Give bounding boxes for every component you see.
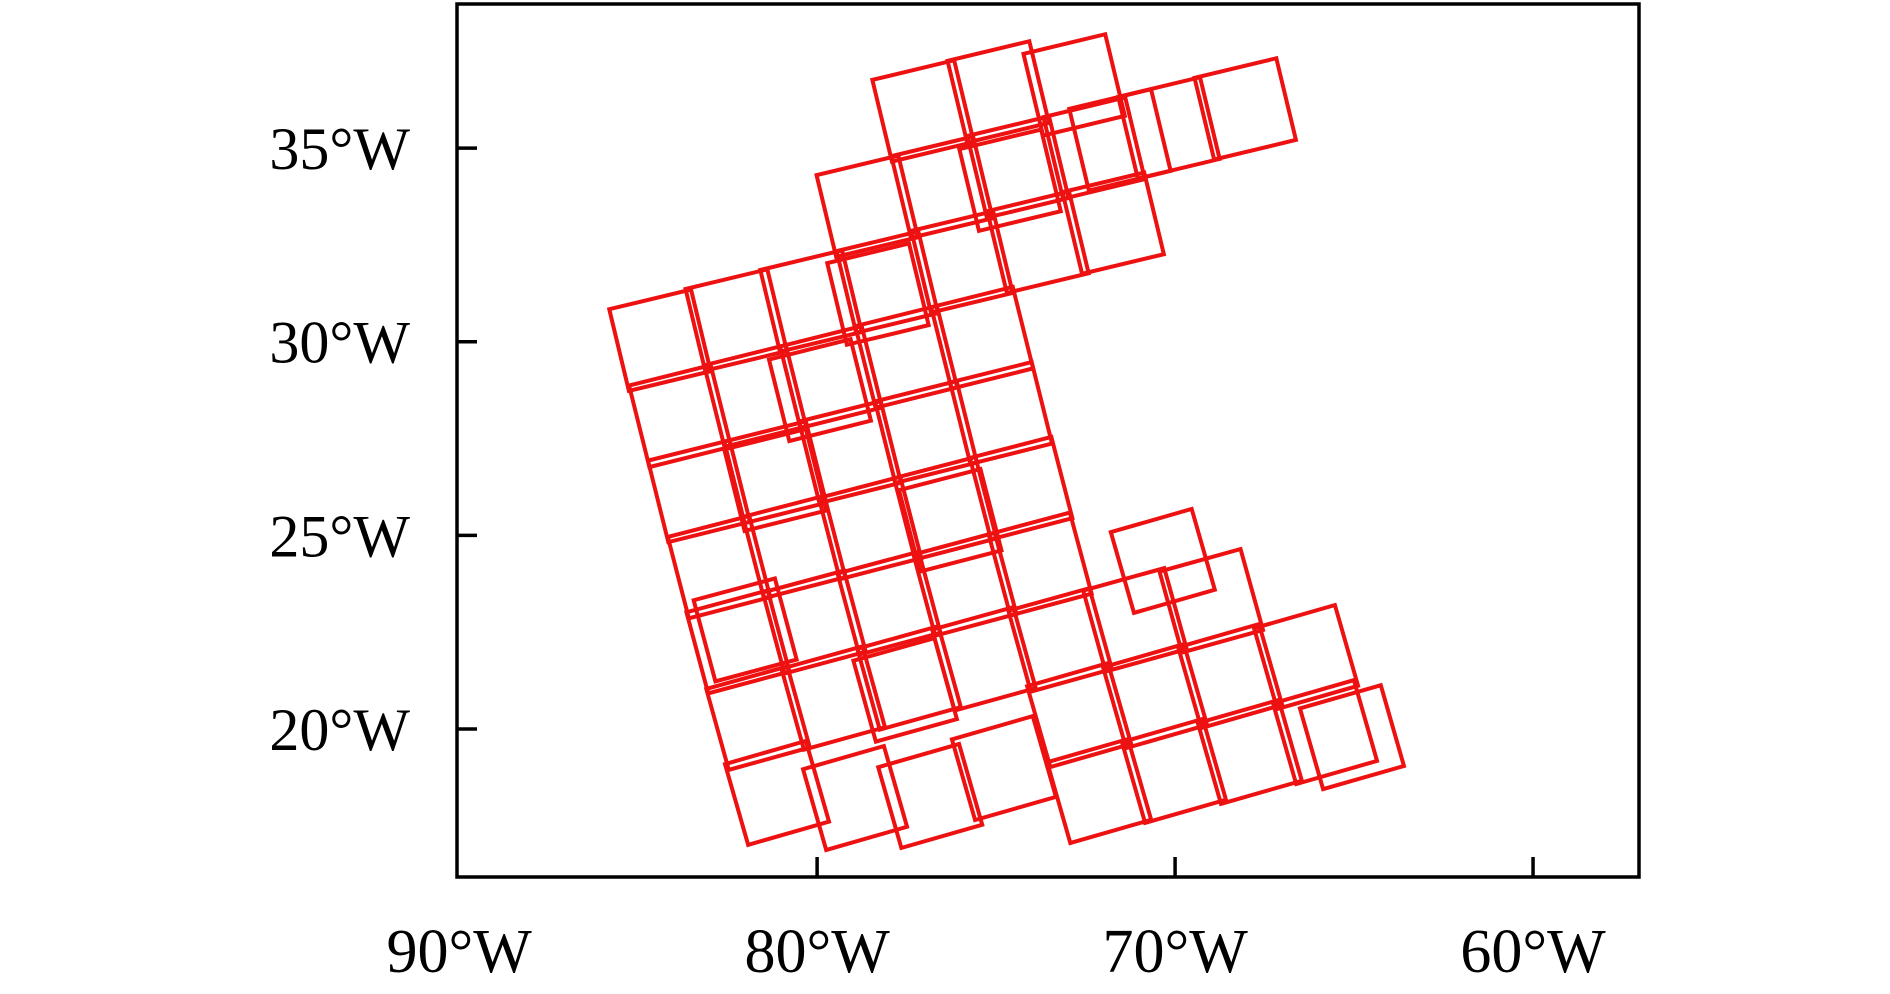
survey-field-footprint bbox=[1270, 677, 1380, 787]
plot-frame bbox=[455, 2, 1641, 879]
survey-field-footprint bbox=[852, 303, 960, 411]
y-tick-label: 25°W bbox=[269, 503, 410, 569]
survey-field-footprint bbox=[835, 549, 943, 658]
survey-field-footprint bbox=[967, 434, 1075, 542]
survey-field-footprint bbox=[701, 342, 809, 450]
survey-field-footprint bbox=[760, 568, 869, 676]
survey-field-footprint bbox=[984, 189, 1092, 296]
survey-field-footprint bbox=[1119, 716, 1229, 826]
survey-field-footprint bbox=[911, 530, 1019, 639]
x-tick-label: 90°W bbox=[386, 918, 532, 986]
survey-field-footprint bbox=[779, 643, 888, 753]
y-tick-label: 30°W bbox=[269, 310, 410, 376]
survey-field-footprint bbox=[872, 378, 980, 486]
survey-field-footprint bbox=[928, 284, 1036, 392]
x-tick-label: 60°W bbox=[1460, 918, 1606, 986]
y-tick-label: 35°W bbox=[269, 116, 410, 182]
y-tick-label: 20°W bbox=[269, 697, 410, 763]
survey-field-footprint bbox=[964, 113, 1072, 221]
survey-field-footprint bbox=[834, 229, 941, 336]
survey-field-footprint bbox=[796, 398, 904, 506]
survey-field-footprint bbox=[1066, 86, 1174, 193]
survey-field-footprint bbox=[683, 266, 790, 374]
survey-field-footprint bbox=[949, 713, 1059, 823]
survey-field-footprint bbox=[1192, 55, 1299, 162]
survey-field-footprint bbox=[1100, 641, 1210, 751]
survey-field-footprint bbox=[814, 153, 921, 260]
survey-field-footprint bbox=[777, 323, 885, 431]
survey-field-footprint bbox=[869, 57, 977, 164]
survey-field-footprint bbox=[691, 576, 800, 684]
survey-field-footprint bbox=[986, 510, 1095, 618]
survey-field-footprint bbox=[757, 247, 865, 355]
survey-field-footprint bbox=[945, 38, 1052, 145]
survey-field-footprint bbox=[1024, 660, 1134, 770]
survey-field-footprint bbox=[854, 623, 964, 733]
survey-field-footprint bbox=[1175, 621, 1285, 731]
survey-field-footprint bbox=[896, 466, 1004, 574]
plot-frame-border bbox=[455, 2, 1641, 879]
axis-tick-labels: 90°W 80°W 70°W 60°W 35°W 30°W 25°W 20°W bbox=[269, 116, 1606, 986]
survey-field-footprint bbox=[956, 127, 1064, 234]
survey-field-footprint bbox=[1060, 170, 1167, 277]
survey-field-footprint bbox=[606, 287, 714, 394]
survey-field-footprint bbox=[1115, 74, 1223, 181]
survey-field-footprint bbox=[722, 738, 832, 848]
survey-field-footprint bbox=[665, 513, 773, 621]
survey-field-footprint bbox=[740, 493, 848, 601]
survey-field-footprint bbox=[1195, 697, 1305, 807]
survey-field-footprint bbox=[875, 741, 985, 851]
survey-field-footprint bbox=[1044, 736, 1154, 846]
survey-field-footprint bbox=[1251, 602, 1361, 712]
survey-field-footprint bbox=[1005, 585, 1115, 695]
survey-field-footprint bbox=[1080, 565, 1190, 674]
survey-field-footprint bbox=[947, 359, 1055, 467]
survey-field-footprint bbox=[1157, 546, 1266, 655]
survey-field-footprint bbox=[766, 336, 874, 444]
survey-field-footprint bbox=[684, 588, 792, 696]
axis-ticks bbox=[457, 146, 1535, 877]
survey-field-footprint bbox=[1021, 31, 1128, 138]
survey-field-footprint bbox=[645, 437, 753, 545]
survey-field-footprint bbox=[888, 134, 996, 241]
survey-field-footprint bbox=[1297, 682, 1407, 792]
survey-field-footprint bbox=[703, 664, 813, 773]
survey-field-footprint bbox=[850, 635, 960, 745]
survey-field-footprint bbox=[816, 474, 924, 582]
footprint-layer bbox=[606, 31, 1407, 853]
survey-field-footprint bbox=[908, 208, 1016, 315]
survey-field-footprint bbox=[626, 362, 734, 470]
survey-field-footprint bbox=[721, 426, 829, 534]
x-tick-label: 70°W bbox=[1102, 918, 1248, 986]
x-tick-label: 80°W bbox=[744, 918, 890, 986]
survey-field-footprint bbox=[800, 743, 910, 853]
survey-field-footprint bbox=[824, 241, 932, 348]
